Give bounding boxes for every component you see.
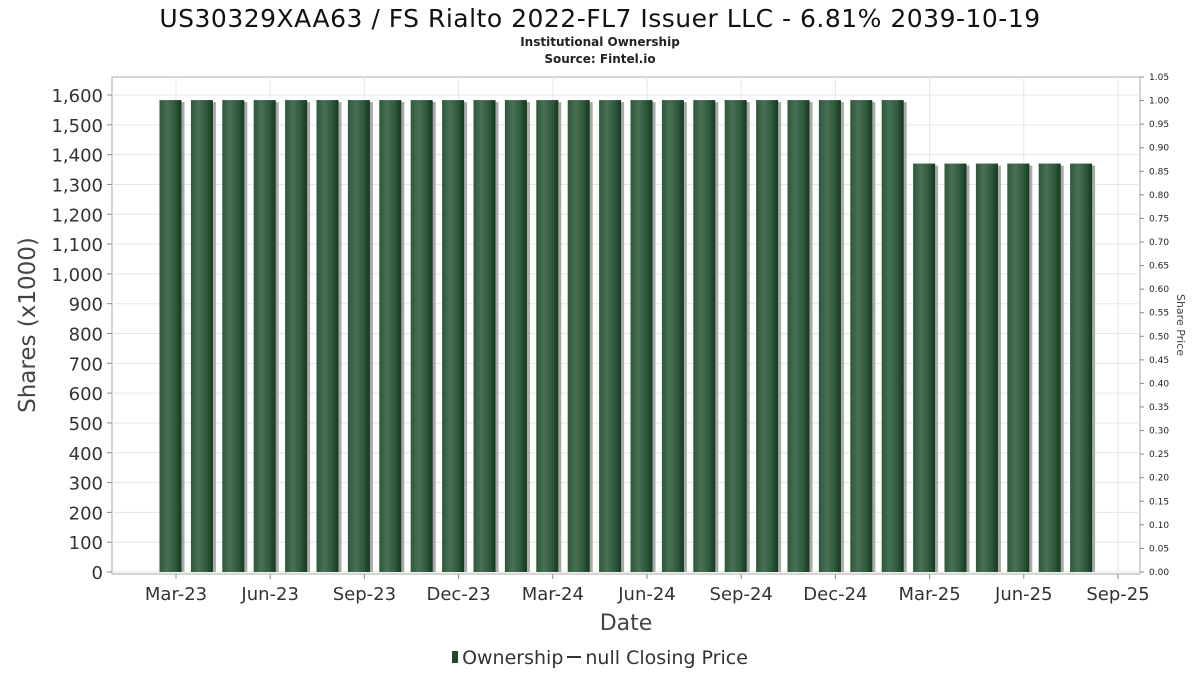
y2-axis-title: Share Price bbox=[1174, 294, 1187, 356]
ownership-bar bbox=[159, 100, 182, 573]
y2-tick-label: 0.65 bbox=[1149, 262, 1169, 272]
x-tick-label: Mar-24 bbox=[522, 584, 584, 605]
y2-tick-label: 0.20 bbox=[1149, 474, 1169, 484]
y-tick-label: 200 bbox=[69, 503, 103, 524]
y-tick-label: 700 bbox=[69, 354, 103, 375]
ownership-bar bbox=[253, 100, 276, 573]
x-tick-label: Sep-25 bbox=[1086, 584, 1149, 605]
y-tick-label: 900 bbox=[69, 295, 103, 316]
ownership-bar bbox=[818, 100, 841, 573]
y2-tick-label: 0.50 bbox=[1149, 332, 1169, 342]
y-tick-label: 0 bbox=[92, 563, 103, 584]
y2-tick-label: 0.45 bbox=[1149, 356, 1169, 366]
y-tick-label: 600 bbox=[69, 384, 103, 405]
y-axis-title: Shares (x1000) bbox=[15, 237, 41, 413]
ownership-bar bbox=[190, 100, 213, 573]
y2-tick-label: 0.00 bbox=[1149, 568, 1169, 578]
y2-tick-label: 0.25 bbox=[1149, 450, 1169, 460]
y-tick-label: 1,200 bbox=[51, 205, 103, 226]
ownership-bar bbox=[1070, 163, 1093, 572]
y2-tick-label: 0.35 bbox=[1149, 403, 1169, 413]
ownership-bar bbox=[410, 100, 433, 573]
ownership-bar bbox=[536, 100, 559, 573]
legend-bar-swatch bbox=[452, 650, 459, 663]
ownership-bar bbox=[787, 100, 810, 573]
x-tick-label: Mar-25 bbox=[898, 584, 960, 605]
ownership-bar bbox=[599, 100, 622, 573]
y2-tick-label: 0.75 bbox=[1149, 214, 1169, 224]
y2-tick-label: 0.80 bbox=[1149, 191, 1169, 201]
ownership-bar bbox=[567, 100, 590, 573]
y2-tick-label: 0.70 bbox=[1149, 238, 1169, 248]
bar-series-ownership bbox=[159, 100, 1096, 573]
legend-line-swatch bbox=[567, 655, 582, 658]
x-tick-label: Jun-25 bbox=[994, 584, 1053, 605]
y2-tick-label: 0.55 bbox=[1149, 309, 1169, 319]
x-tick-label: Jun-24 bbox=[617, 584, 676, 605]
ownership-bar bbox=[1007, 163, 1030, 572]
y-tick-label: 800 bbox=[69, 325, 103, 346]
y2-tick-label: 0.40 bbox=[1149, 379, 1169, 389]
x-tick-label: Dec-23 bbox=[426, 584, 490, 605]
x-axis-title: Date bbox=[600, 611, 653, 636]
x-tick-label: Jun-23 bbox=[240, 584, 299, 605]
y-tick-label: 1,300 bbox=[51, 175, 103, 196]
y-axis-right-ticks: 0.00 0.05 0.10 0.15 0.20 0.25 0.30 0.35 0.40 0.45… bbox=[1140, 73, 1169, 578]
x-tick-label: Mar-23 bbox=[145, 584, 207, 605]
ownership-bar bbox=[379, 100, 402, 573]
ownership-bar bbox=[347, 100, 370, 573]
x-tick-label: Sep-23 bbox=[333, 584, 396, 605]
ownership-bar bbox=[850, 100, 873, 573]
chart-source: Source: Fintel.io bbox=[544, 52, 656, 66]
x-tick-label: Dec-24 bbox=[803, 584, 867, 605]
x-axis-ticks: Mar-23 Jun-23 Sep-23 Dec-23 Mar-24 Jun-24 Sep-… bbox=[145, 574, 1150, 605]
y2-tick-label: 0.30 bbox=[1149, 427, 1169, 437]
y-tick-label: 1,000 bbox=[51, 265, 103, 286]
y-tick-label: 400 bbox=[69, 444, 103, 465]
chart-title: US30329XAA63 / FS Rialto 2022-FL7 Issuer… bbox=[159, 4, 1041, 33]
y-tick-label: 1,500 bbox=[51, 116, 103, 137]
x-tick-label: Sep-24 bbox=[710, 584, 773, 605]
y-tick-label: 300 bbox=[69, 474, 103, 495]
y2-tick-label: 0.15 bbox=[1149, 497, 1169, 507]
y-tick-label: 1,400 bbox=[51, 146, 103, 167]
legend: Ownership null Closing Price bbox=[0, 647, 1200, 669]
y2-tick-label: 1.05 bbox=[1149, 73, 1169, 83]
y2-tick-label: 0.85 bbox=[1149, 167, 1169, 177]
y-tick-label: 1,600 bbox=[51, 86, 103, 107]
chart-subtitle: Institutional Ownership bbox=[520, 35, 680, 49]
y2-tick-label: 0.90 bbox=[1149, 144, 1169, 154]
ownership-bar bbox=[756, 100, 779, 573]
y2-tick-label: 0.60 bbox=[1149, 285, 1169, 295]
y-axis-left-ticks: 0 100 200 300 400 500 600 700 800 900 1,000 1,100 1,… bbox=[51, 86, 112, 584]
ownership-bar bbox=[222, 100, 245, 573]
y-tick-label: 100 bbox=[69, 533, 103, 554]
ownership-bar bbox=[504, 100, 527, 573]
y-tick-label: 1,100 bbox=[51, 235, 103, 256]
ownership-bar bbox=[913, 163, 936, 572]
y2-tick-label: 1.00 bbox=[1149, 97, 1169, 107]
ownership-bar bbox=[693, 100, 716, 573]
y-tick-label: 500 bbox=[69, 414, 103, 435]
ownership-bar bbox=[285, 100, 308, 573]
ownership-bar bbox=[881, 100, 904, 573]
ownership-bar bbox=[661, 100, 684, 573]
ownership-bar bbox=[442, 100, 465, 573]
y2-tick-label: 0.95 bbox=[1149, 120, 1169, 130]
legend-closing-price-label: null Closing Price bbox=[585, 647, 748, 669]
ownership-bar bbox=[316, 100, 339, 573]
ownership-bar bbox=[724, 100, 747, 573]
ownership-bar bbox=[975, 163, 998, 572]
y2-tick-label: 0.10 bbox=[1149, 521, 1169, 531]
legend-ownership-label: Ownership bbox=[462, 647, 564, 669]
ownership-bar bbox=[944, 163, 967, 572]
ownership-bar bbox=[1038, 163, 1061, 572]
ownership-bar bbox=[630, 100, 653, 573]
ownership-bar bbox=[473, 100, 496, 573]
y2-tick-label: 0.05 bbox=[1149, 544, 1169, 554]
